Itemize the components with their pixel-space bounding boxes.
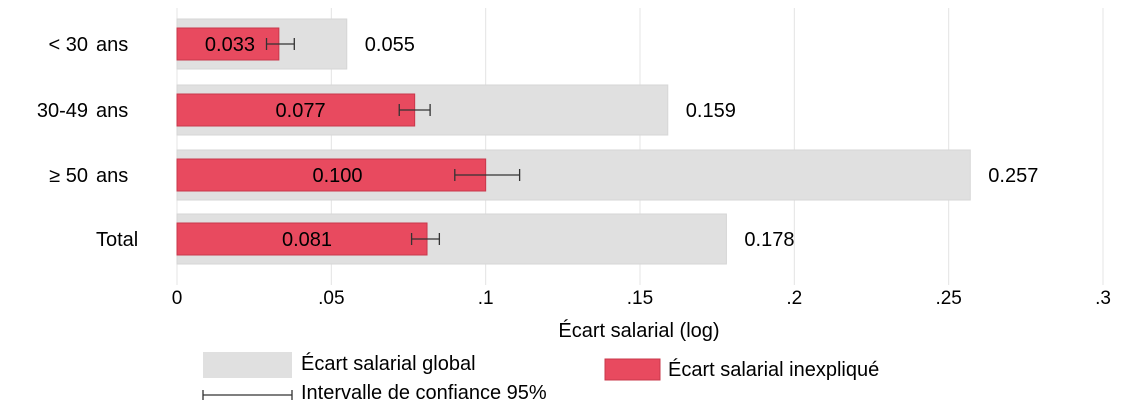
data-label-unexplained: 0.077 xyxy=(276,100,326,122)
category-label: ans xyxy=(96,165,128,187)
legend-label-unexplained: Écart salarial inexpliqué xyxy=(668,358,879,381)
data-label-unexplained: 0.033 xyxy=(205,34,255,56)
x-tick-label: 0 xyxy=(172,288,183,309)
legend: Écart salarial global Écart salarial ine… xyxy=(202,352,879,404)
x-tick-label: .05 xyxy=(318,288,344,309)
x-tick-label: .3 xyxy=(1095,288,1111,309)
category-label: ≥ 50 xyxy=(49,165,88,187)
data-label-global: 0.055 xyxy=(365,34,415,56)
label-layer: < 30 ans 0.055 0.033 30-49 ans 0.159 0.077 ≥ 50 a… xyxy=(37,34,1038,251)
data-label-global: 0.257 xyxy=(988,165,1038,187)
x-tick-label: .1 xyxy=(478,288,494,309)
legend-swatch-unexplained xyxy=(604,358,661,381)
category-label: ans xyxy=(96,34,128,56)
category-label: < 30 xyxy=(49,34,88,56)
category-label: ans xyxy=(96,100,128,122)
bar-unexplained xyxy=(176,93,416,127)
data-label-unexplained: 0.100 xyxy=(312,165,362,187)
category-label: Total xyxy=(96,229,138,251)
data-label-unexplained: 0.081 xyxy=(282,229,332,251)
bar-layer xyxy=(176,18,971,265)
legend-ci-marker xyxy=(202,390,293,400)
data-label-global: 0.159 xyxy=(686,100,736,122)
legend-swatch-global xyxy=(203,352,292,378)
data-label-global: 0.178 xyxy=(744,229,794,251)
ci-layer xyxy=(265,38,521,245)
category-label: 30-49 xyxy=(37,100,88,122)
x-tick-label: .15 xyxy=(627,288,653,309)
bar-unexplained xyxy=(176,27,280,61)
x-tick-label: .25 xyxy=(935,288,961,309)
x-tick-label: .2 xyxy=(786,288,802,309)
bar-unexplained xyxy=(176,158,487,192)
x-axis-title: Écart salarial (log) xyxy=(558,319,719,342)
legend-label-global: Écart salarial global xyxy=(301,352,476,375)
legend-label-ci: Intervalle de confiance 95% xyxy=(301,382,547,404)
x-axis-ticks: 0 .05 .1 .15 .2 .25 .3 xyxy=(172,288,1111,309)
